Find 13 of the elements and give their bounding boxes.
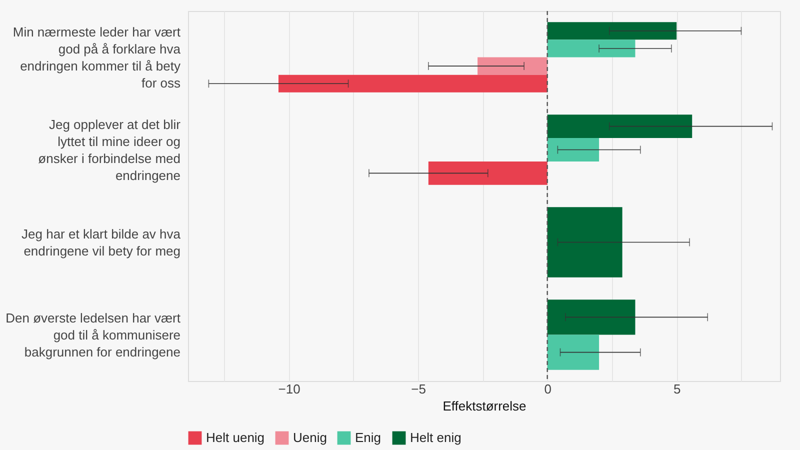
x-tick-label: −5 — [411, 382, 426, 396]
y-tick-label: Jeg har et klart bilde av hva endringene vil bety for meg — [22, 226, 182, 258]
legend-label: Helt enig — [410, 430, 462, 445]
x-tick-label: −10 — [278, 382, 300, 396]
legend-label: Helt uenig — [206, 430, 265, 445]
legend-label: Uenig — [293, 430, 327, 445]
x-axis-title: Effektstørrelse — [442, 398, 526, 414]
y-tick-label: Min nærmeste leder har vært god på å forklare hva endringen kommer til å bety for oss — [12, 24, 182, 90]
legend-label: Enig — [355, 430, 382, 445]
x-tick-label: 0 — [544, 382, 552, 396]
y-tick-label: Den øverste ledelsen har vært god til å kommunisere bakgrunnen for endringene — [6, 310, 181, 360]
y-tick-label: Jeg opplever at det blir lyttet til mine ideer og ønsker i forbindelse med endringene — [38, 116, 182, 183]
x-tick-label: 5 — [673, 382, 681, 396]
